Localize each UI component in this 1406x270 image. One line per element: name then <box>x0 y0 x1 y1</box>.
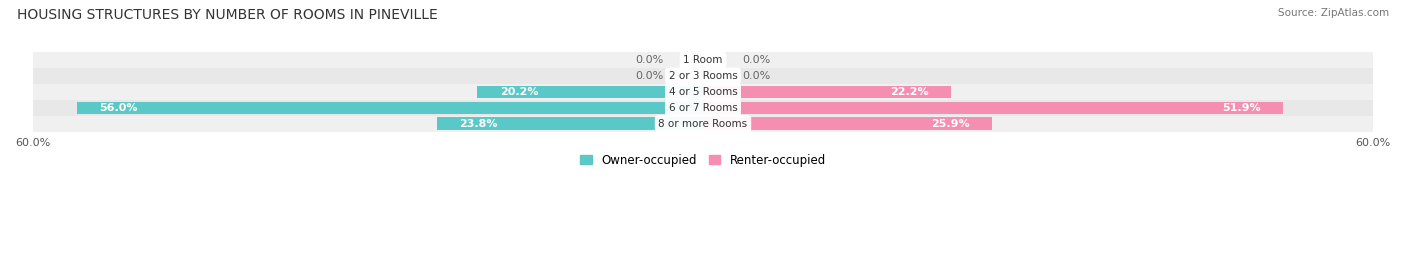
Text: 56.0%: 56.0% <box>100 103 138 113</box>
Text: 4 or 5 Rooms: 4 or 5 Rooms <box>669 87 737 97</box>
Bar <box>703 102 1282 114</box>
Bar <box>32 100 1374 116</box>
Bar <box>32 68 1374 84</box>
Text: 51.9%: 51.9% <box>1222 103 1261 113</box>
Text: 0.0%: 0.0% <box>636 71 664 81</box>
Text: 8 or more Rooms: 8 or more Rooms <box>658 119 748 129</box>
Bar <box>32 84 1374 100</box>
Text: 0.0%: 0.0% <box>636 55 664 65</box>
Bar <box>703 86 950 98</box>
Text: 1 Room: 1 Room <box>683 55 723 65</box>
Text: 22.2%: 22.2% <box>890 87 929 97</box>
Bar <box>477 86 703 98</box>
Bar <box>32 116 1374 131</box>
Bar <box>703 117 993 130</box>
Text: 2 or 3 Rooms: 2 or 3 Rooms <box>669 71 737 81</box>
Legend: Owner-occupied, Renter-occupied: Owner-occupied, Renter-occupied <box>575 149 831 171</box>
Text: 6 or 7 Rooms: 6 or 7 Rooms <box>669 103 737 113</box>
Bar <box>32 52 1374 68</box>
Text: HOUSING STRUCTURES BY NUMBER OF ROOMS IN PINEVILLE: HOUSING STRUCTURES BY NUMBER OF ROOMS IN… <box>17 8 437 22</box>
Bar <box>437 117 703 130</box>
Text: 25.9%: 25.9% <box>931 119 970 129</box>
Text: Source: ZipAtlas.com: Source: ZipAtlas.com <box>1278 8 1389 18</box>
Text: 0.0%: 0.0% <box>742 55 770 65</box>
Text: 0.0%: 0.0% <box>742 71 770 81</box>
Text: 20.2%: 20.2% <box>499 87 538 97</box>
Text: 23.8%: 23.8% <box>460 119 498 129</box>
Bar <box>77 102 703 114</box>
